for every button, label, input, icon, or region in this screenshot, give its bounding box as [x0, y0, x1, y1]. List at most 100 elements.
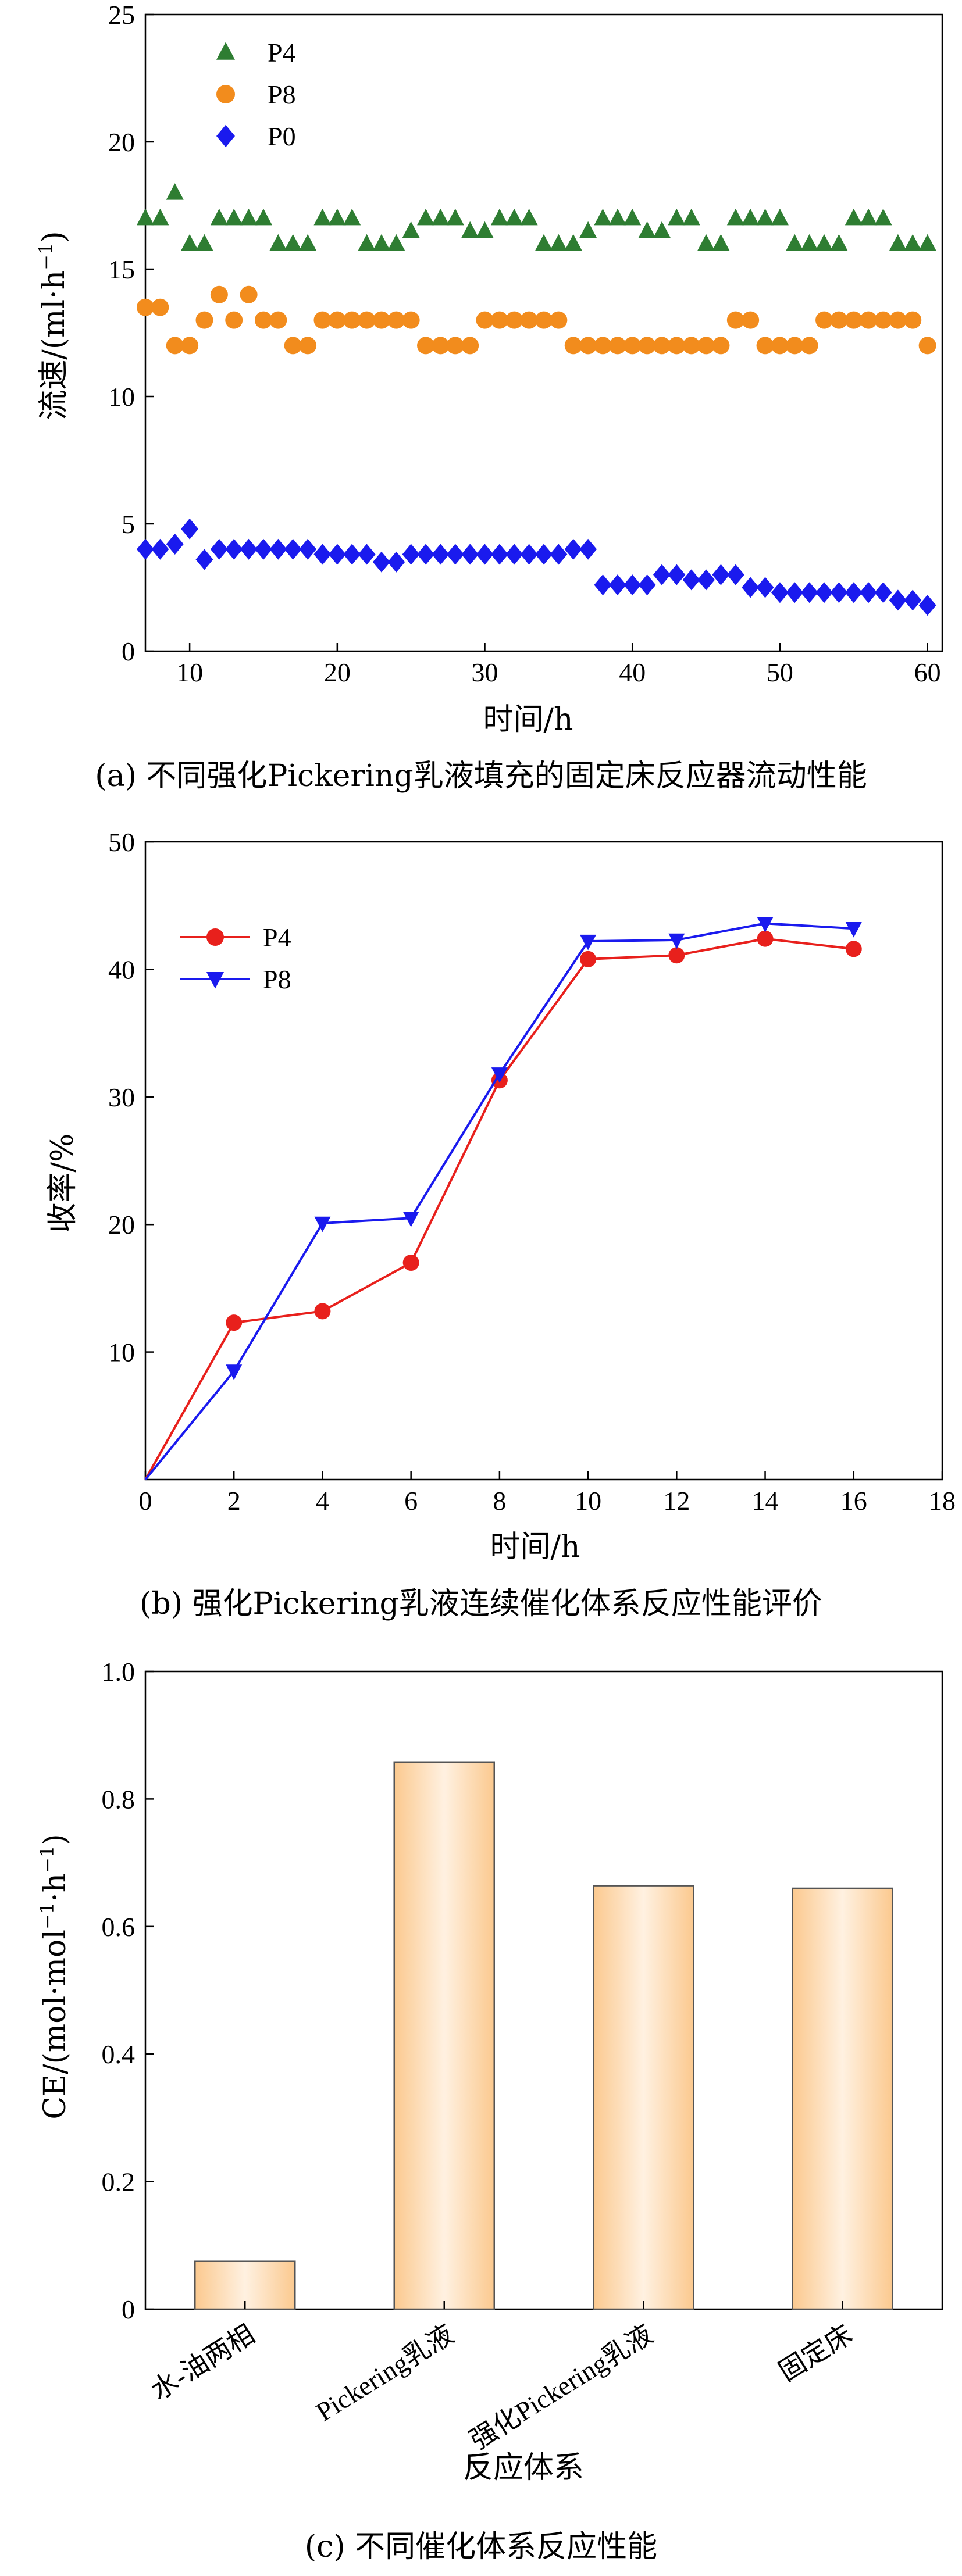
panel-c-ylabel-sup2: −1 — [36, 1846, 58, 1873]
panel-a-plot-frame — [144, 13, 943, 652]
panel-a-point-p4 — [638, 221, 656, 238]
panel-a-point-p0 — [417, 544, 435, 565]
panel-a-point-p4 — [476, 221, 494, 238]
panel-b-xtick-label: 0 — [139, 1486, 152, 1516]
panel-b-legend-label: P4 — [263, 923, 291, 952]
panel-a-point-p8 — [328, 311, 346, 329]
panel-b-line-p8 — [144, 922, 854, 1481]
panel-a-point-p0 — [358, 544, 376, 565]
panel-b-xtick-label: 6 — [404, 1486, 418, 1516]
panel-c-ylabel-sup1: −1 — [36, 1902, 58, 1930]
panel-c-bar — [593, 1885, 694, 2310]
panel-a-point-p8 — [726, 311, 744, 329]
panel-a-point-p0 — [874, 582, 892, 603]
panel-b-xlabel: 时间/h — [490, 1530, 580, 1564]
panel-c-bar — [393, 1761, 495, 2310]
panel-a-point-p0 — [742, 577, 760, 598]
panel-a-ytick-label: 5 — [122, 509, 135, 539]
panel-a-point-p4 — [328, 208, 346, 226]
panel-b-xtick-label: 4 — [316, 1486, 329, 1516]
panel-a-point-p4 — [313, 208, 332, 226]
panel-a-point-p4 — [505, 208, 523, 226]
panel-a-point-p4 — [786, 234, 804, 251]
panel-a-point-p4 — [269, 234, 287, 251]
panel-a-point-p4 — [387, 234, 405, 251]
panel-a-point-p4 — [461, 221, 479, 238]
panel-a-legend-label: P0 — [268, 122, 296, 151]
panel-a-point-p4 — [918, 234, 936, 251]
panel-a-point-p4 — [254, 208, 272, 226]
panel-a-point-p4 — [225, 208, 243, 226]
panel-b-point-p4 — [226, 1314, 243, 1331]
panel-a-point-p0 — [608, 574, 626, 596]
panel-b-point-p4 — [757, 930, 774, 947]
panel-a-point-p8 — [166, 337, 184, 355]
panel-a-point-p8 — [358, 311, 376, 329]
panel-b-ytick-label: 20 — [108, 1210, 135, 1239]
panel-a-point-p8 — [284, 337, 302, 355]
panel-a-point-p0 — [845, 582, 863, 603]
panel-c-ytick-label: 0.4 — [102, 2039, 136, 2069]
panel-a-point-p4 — [343, 208, 361, 226]
panel-b-point-p8 — [580, 934, 597, 951]
panel-a-point-p0 — [564, 538, 582, 560]
panel-c-ytick-label: 0 — [122, 2295, 135, 2324]
panel-a-point-p0 — [195, 549, 213, 570]
panel-a-ylabel-main: 流速/(ml·h — [37, 270, 72, 420]
panel-a-point-p0 — [446, 544, 464, 565]
panel-a-point-p8 — [904, 311, 922, 329]
panel-b-xtick-label: 10 — [575, 1486, 601, 1516]
panel-a-point-p0 — [712, 564, 730, 585]
panel-a-point-p0 — [682, 569, 700, 591]
panel-a-point-p8 — [800, 337, 818, 355]
panel-a-xlabel: 时间/h — [483, 702, 573, 737]
panel-a-point-p8 — [225, 311, 243, 329]
panel-a-point-p8 — [623, 337, 642, 355]
panel-c-caption: (c) 不同催化体系反应性能 — [305, 2529, 657, 2564]
panel-a-point-p4 — [608, 208, 626, 226]
panel-a-point-p8 — [313, 311, 332, 329]
panel-a-point-p0 — [313, 544, 332, 565]
panel-a-point-p0 — [166, 534, 184, 555]
panel-a-point-p8 — [505, 311, 523, 329]
panel-b-point-p8 — [757, 917, 774, 932]
panel-a-point-p0 — [830, 582, 848, 603]
panel-a-point-p0 — [328, 544, 346, 565]
panel-a-point-p0 — [623, 574, 642, 596]
panel-a-point-p8 — [210, 285, 228, 303]
panel-a-point-p8 — [889, 311, 907, 329]
panel-a-point-p8 — [490, 311, 508, 329]
panel-b-xtick-label: 8 — [493, 1486, 506, 1516]
panel-c-plot-frame — [144, 1670, 943, 2310]
panel-a-ytick-label: 0 — [122, 637, 135, 666]
panel-a-point-p0 — [550, 544, 568, 565]
panel-a-point-p4 — [860, 208, 878, 226]
panel-a-ytick-label: 20 — [108, 127, 135, 157]
panel-c-ytick-label: 0.2 — [102, 2167, 136, 2197]
panel-b-point-p8 — [314, 1216, 331, 1232]
panel-a-point-p0 — [756, 577, 774, 598]
panel-b-point-p8 — [668, 933, 685, 949]
panel-c-ylabel-mid: ·h — [38, 1873, 73, 1902]
panel-b-point-p8 — [845, 921, 862, 938]
panel-a-point-p0 — [904, 589, 922, 611]
panel-b-caption: (b) 强化Pickering乳液连续催化体系反应性能评价 — [140, 1587, 822, 1621]
panel-a-point-p4 — [372, 234, 390, 251]
panel-a-point-p4 — [889, 234, 907, 251]
panel-a-point-p8 — [579, 337, 597, 355]
panel-b-legend-marker-p4 — [206, 928, 224, 946]
panel-a-point-p0 — [594, 574, 612, 596]
panel-a-point-p8 — [815, 311, 833, 329]
panel-b-xtick-label: 16 — [840, 1486, 867, 1516]
panel-a-point-p4 — [240, 208, 258, 226]
panel-a-point-p0 — [402, 544, 420, 565]
panel-a-xtick-label: 20 — [324, 658, 351, 687]
panel-a-point-p0 — [269, 538, 287, 560]
panel-a-legend-marker-p4 — [216, 42, 235, 60]
panel-a-point-p0 — [800, 582, 818, 603]
panel-a-point-p4 — [195, 234, 213, 251]
panel-a-point-p4 — [653, 221, 671, 238]
panel-a-xtick-label: 60 — [914, 658, 941, 687]
panel-a-legend-marker-p8 — [216, 85, 235, 103]
panel-b-point-p4 — [314, 1303, 331, 1320]
